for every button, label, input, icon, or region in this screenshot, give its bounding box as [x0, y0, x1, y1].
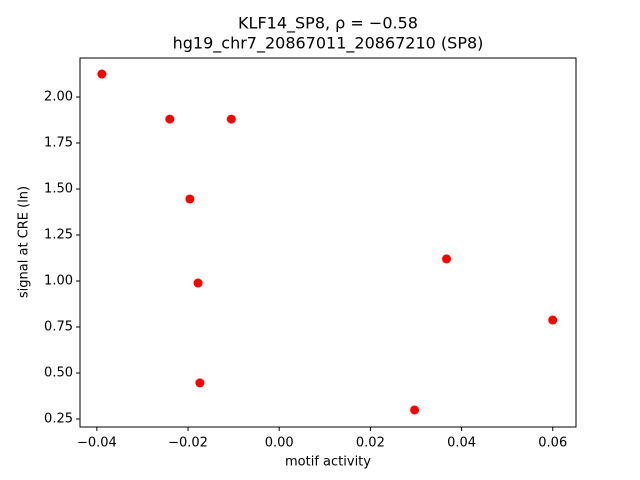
- point: [195, 378, 205, 388]
- point: [165, 114, 175, 124]
- chart-subtitle: hg19_chr7_20867011_20867210 (SP8): [173, 34, 484, 54]
- x-tick-label: −0.02: [168, 436, 208, 451]
- y-tick-label: 0.50: [44, 365, 73, 380]
- y-tick-label: 1.00: [44, 274, 73, 289]
- point: [226, 114, 236, 124]
- point: [97, 69, 107, 79]
- point: [410, 405, 420, 415]
- x-tick-label: 0.02: [356, 436, 385, 451]
- y-tick-label: 1.50: [44, 182, 73, 197]
- x-tick-label: −0.04: [77, 436, 117, 451]
- x-tick-label: 0.04: [447, 436, 476, 451]
- y-tick-label: 1.25: [44, 228, 73, 243]
- point: [185, 194, 195, 204]
- y-tick-label: 0.75: [44, 319, 73, 334]
- x-tick-label: 0.06: [538, 436, 567, 451]
- point: [548, 315, 558, 325]
- point: [193, 278, 203, 288]
- chart-title: KLF14_SP8, ρ = −0.58: [238, 14, 418, 34]
- point: [442, 254, 452, 264]
- x-tick-label: 0.00: [265, 436, 294, 451]
- y-tick-label: 1.75: [44, 136, 73, 151]
- y-axis-label: signal at CRE (ln): [17, 186, 32, 298]
- y-tick-label: 2.00: [44, 90, 73, 105]
- x-axis-label: motif activity: [285, 455, 371, 470]
- y-tick-label: 0.25: [44, 411, 73, 426]
- plot-frame: [79, 57, 577, 428]
